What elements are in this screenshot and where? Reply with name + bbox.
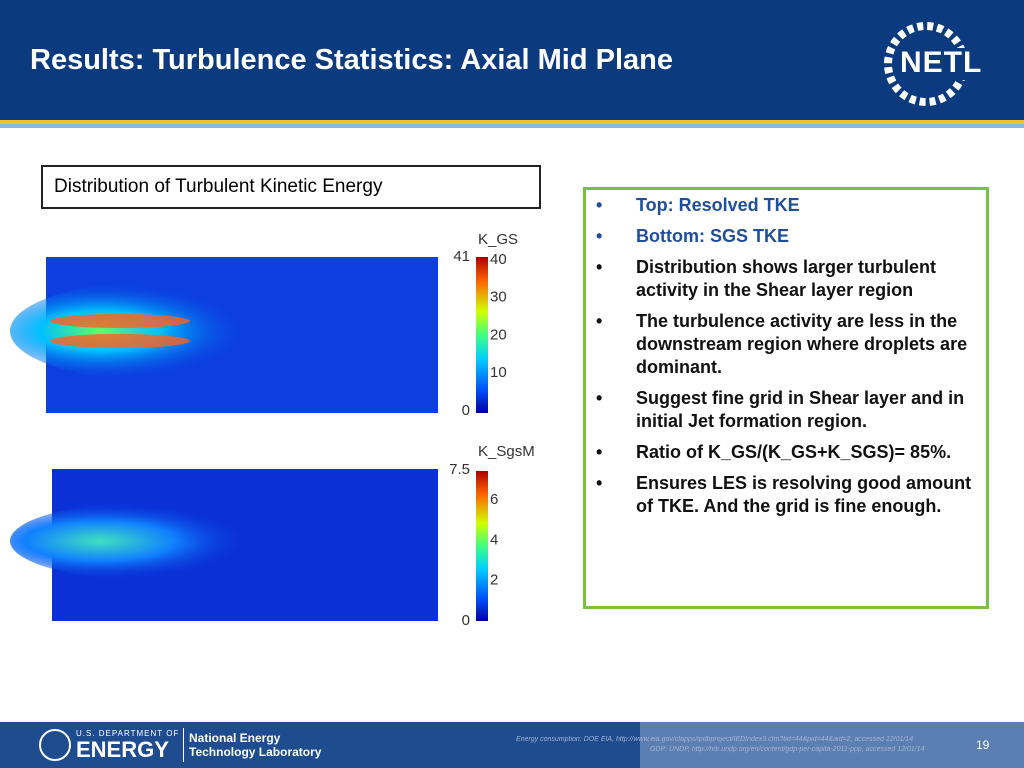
colorbar-tick: 40: [490, 251, 507, 268]
colorbar-tick: 0: [462, 402, 470, 419]
logo-text: NETL: [900, 46, 983, 79]
bullet: Ratio of K_GS/(K_GS+K_SGS)= 85%.: [594, 441, 979, 464]
colorbar-title: K_GS: [478, 231, 518, 248]
colorbar-tick: 30: [490, 289, 507, 306]
colorbar-title: K_SgsM: [478, 443, 535, 460]
slide-title: Results: Turbulence Statistics: Axial Mi…: [30, 44, 673, 76]
colorbar-tick: 2: [490, 572, 498, 589]
department: U.S. DEPARTMENT OF: [76, 729, 180, 738]
header-bar: [0, 0, 1024, 120]
lab-line: National Energy: [189, 731, 281, 745]
colorbar-max: 41: [453, 248, 470, 265]
bullet-list: Top: Resolved TKE Bottom: SGS TKE Distribu…: [594, 194, 979, 526]
stripe: [0, 120, 1024, 124]
page-number: 19: [976, 738, 990, 752]
bullet: Top: Resolved TKE: [594, 194, 979, 217]
bullet: Suggest fine grid in Shear layer and in …: [594, 387, 979, 433]
agency: ENERGY: [76, 737, 169, 762]
bullet-box: Top: Resolved TKE Bottom: SGS TKE Distribu…: [583, 187, 989, 609]
colorbar-tick: 0: [462, 612, 470, 629]
logo-sun: [884, 22, 1006, 106]
colorbar-tick: 4: [490, 531, 498, 548]
source-note: GDP: UNDP, http://hdr.undp.org/en/conten…: [650, 746, 925, 753]
source-note: Energy consumption: DOE EIA, http://www.…: [516, 736, 914, 743]
colorbar-tick: 10: [490, 364, 507, 381]
colorbar-max: 7.5: [449, 461, 470, 478]
footer-accent: [640, 722, 1024, 768]
doe-seal: [39, 729, 71, 761]
bullet: Distribution shows larger turbulent acti…: [594, 256, 979, 302]
caption-box: Distribution of Turbulent Kinetic Energy: [41, 165, 541, 209]
lab-line: Technology Laboratory: [189, 745, 322, 759]
bullet: Ensures LES is resolving good amount of …: [594, 472, 979, 518]
stripe: [0, 124, 1024, 128]
colorbar-tick: 20: [490, 326, 507, 343]
bullet: Bottom: SGS TKE: [594, 225, 979, 248]
bullet: The turbulence activity are less in the …: [594, 310, 979, 379]
divider: [183, 728, 184, 762]
colorbar-tick: 6: [490, 491, 498, 508]
